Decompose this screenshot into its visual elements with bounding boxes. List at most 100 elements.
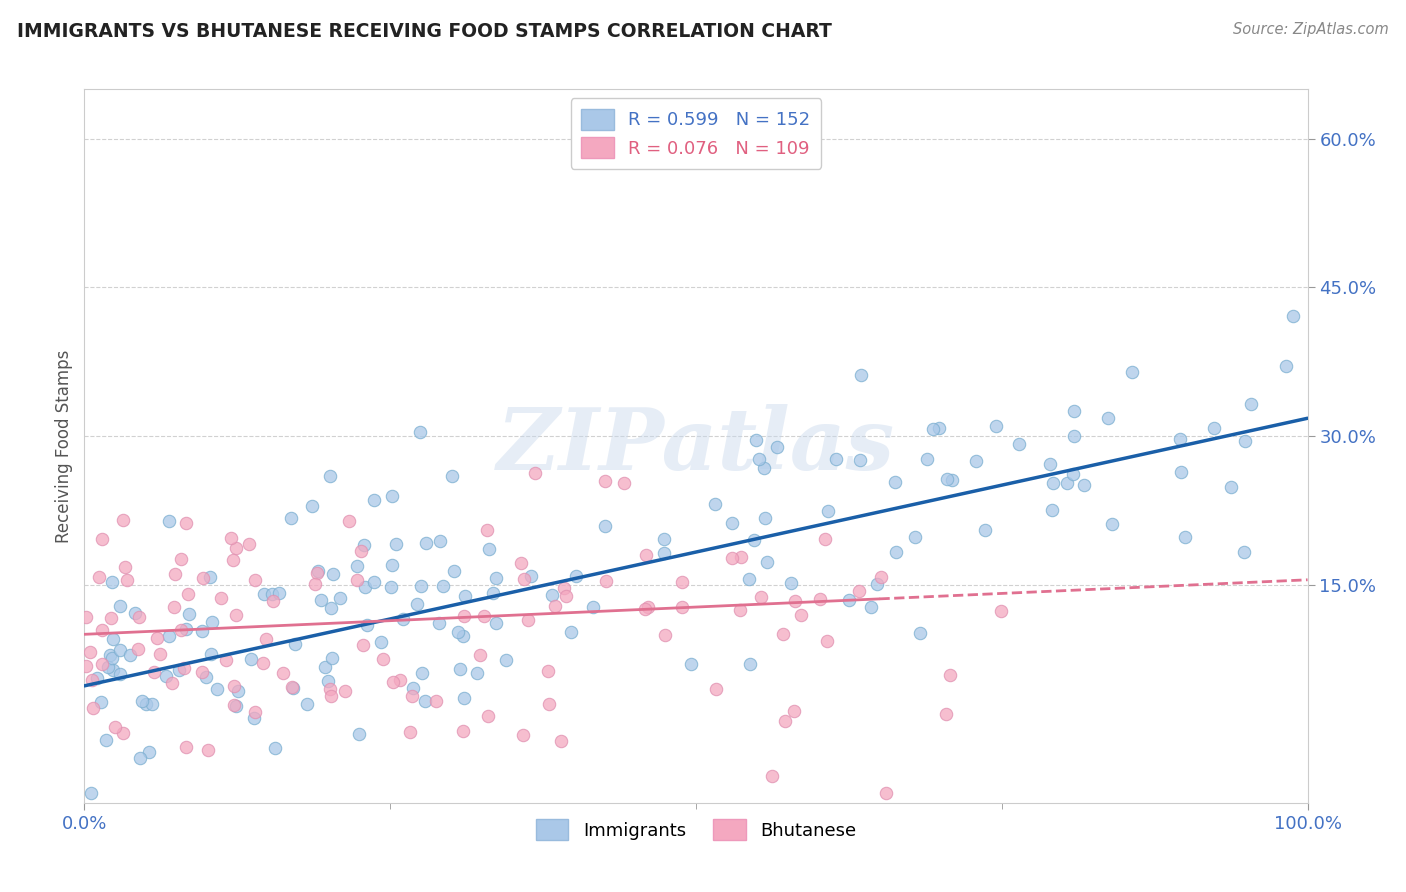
Point [849, 452, 872, 467]
Point [100, 610, 122, 624]
Point [859, 599, 882, 614]
Point [728, 603, 751, 617]
Point [472, 608, 495, 623]
Point [838, 592, 860, 607]
Point [904, 530, 927, 544]
Point [550, 734, 572, 748]
Point [965, 454, 987, 468]
Point [654, 627, 676, 641]
Point [264, 741, 287, 756]
Point [440, 469, 463, 483]
Point [174, 516, 197, 530]
Point [381, 489, 404, 503]
Point [540, 588, 562, 602]
Point [238, 537, 260, 551]
Point [127, 642, 149, 657]
Point [1204, 421, 1226, 435]
Point [808, 592, 831, 607]
Point [928, 421, 950, 435]
Point [103, 632, 125, 647]
Point [738, 657, 761, 672]
Point [79, 644, 101, 658]
Point [90, 657, 112, 671]
Point [214, 653, 236, 667]
Point [751, 590, 773, 604]
Point [284, 637, 307, 651]
Point [908, 626, 931, 640]
Point [848, 583, 870, 598]
Point [730, 550, 752, 565]
Point [267, 586, 290, 600]
Point [1121, 365, 1143, 379]
Point [281, 681, 304, 695]
Point [219, 531, 242, 545]
Point [1056, 476, 1078, 491]
Point [177, 587, 200, 601]
Point [200, 647, 222, 661]
Point [425, 694, 447, 708]
Point [319, 689, 342, 703]
Text: IMMIGRANTS VS BHUTANESE RECEIVING FOOD STAMPS CORRELATION CHART: IMMIGRANTS VS BHUTANESE RECEIVING FOOD S… [17, 22, 832, 41]
Point [240, 652, 263, 666]
Point [138, 745, 160, 759]
Point [262, 593, 284, 607]
Point [748, 451, 770, 466]
Point [209, 591, 232, 605]
Point [1063, 429, 1085, 443]
Point [537, 664, 560, 678]
Point [304, 576, 326, 591]
Point [1168, 432, 1191, 446]
Point [484, 616, 506, 631]
Point [411, 579, 433, 593]
Point [108, 643, 131, 657]
Point [354, 580, 377, 594]
Point [519, 569, 541, 583]
Point [825, 451, 848, 466]
Point [766, 441, 789, 455]
Point [451, 629, 474, 643]
Point [1008, 437, 1031, 451]
Point [870, 570, 893, 584]
Point [704, 682, 727, 697]
Point [941, 473, 963, 487]
Point [415, 536, 437, 550]
Point [194, 670, 217, 684]
Point [80, 673, 103, 688]
Point [761, 769, 783, 783]
Point [1170, 466, 1192, 480]
Point [281, 680, 304, 694]
Point [353, 538, 375, 552]
Point [1042, 475, 1064, 490]
Point [225, 541, 247, 555]
Point [413, 694, 436, 708]
Point [402, 681, 425, 695]
Point [1063, 404, 1085, 418]
Point [352, 638, 374, 652]
Point [221, 552, 243, 566]
Point [443, 564, 465, 578]
Point [319, 601, 342, 615]
Point [939, 667, 962, 681]
Point [482, 586, 505, 600]
Point [117, 574, 139, 588]
Point [817, 504, 839, 518]
Point [1097, 410, 1119, 425]
Point [225, 607, 247, 622]
Point [190, 624, 212, 639]
Point [974, 523, 997, 537]
Point [555, 590, 578, 604]
Point [198, 570, 221, 584]
Point [174, 622, 197, 636]
Point [149, 647, 172, 661]
Point [157, 629, 180, 643]
Point [169, 623, 191, 637]
Point [104, 720, 127, 734]
Point [742, 533, 765, 547]
Point [453, 691, 475, 706]
Point [337, 514, 360, 528]
Point [314, 660, 336, 674]
Point [135, 697, 157, 711]
Point [754, 511, 776, 525]
Point [124, 606, 146, 620]
Point [129, 750, 152, 764]
